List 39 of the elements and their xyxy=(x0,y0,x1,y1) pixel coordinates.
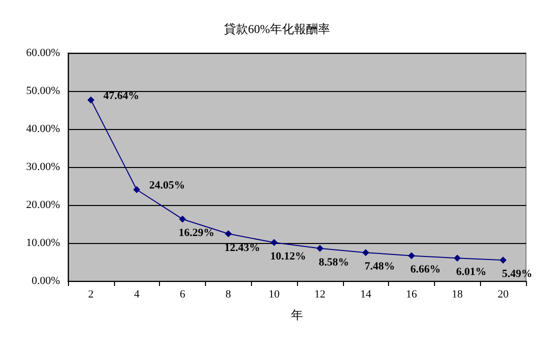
point xyxy=(500,256,507,264)
x-tick-label: 18 xyxy=(452,288,464,300)
data-label: 6.01% xyxy=(456,266,486,278)
data-label: 47.64% xyxy=(103,90,140,102)
y-tick-label: 40.00% xyxy=(26,123,60,135)
point xyxy=(87,96,94,104)
x-tick-label: 4 xyxy=(134,288,140,300)
data-label: 6.66% xyxy=(410,264,441,276)
x-tick-label: 12 xyxy=(314,288,326,300)
y-tick-label: 0.00% xyxy=(32,275,60,287)
x-axis-title: 年 xyxy=(291,308,303,322)
x-tick-label: 20 xyxy=(498,288,510,300)
x-tick-label: 16 xyxy=(406,288,418,300)
x-tick-label: 10 xyxy=(268,288,280,300)
point xyxy=(133,186,140,194)
x-tick-label: 6 xyxy=(180,288,186,300)
point xyxy=(270,239,278,246)
data-label: 16.29% xyxy=(178,227,214,240)
data-label: 8.58% xyxy=(318,256,350,268)
data-label: 24.05% xyxy=(149,180,185,192)
point xyxy=(408,252,415,260)
point xyxy=(316,244,324,252)
data-label: 12.43% xyxy=(224,242,260,254)
y-tick-label: 10.00% xyxy=(26,237,60,249)
point xyxy=(362,249,370,256)
y-tick-label: 20.00% xyxy=(26,199,60,211)
y-tick-label: 50.00% xyxy=(26,85,60,97)
chart-title: 貸款60%年化報酬率 xyxy=(224,22,330,36)
point xyxy=(454,254,461,262)
point xyxy=(224,230,232,238)
data-label: 7.48% xyxy=(364,260,395,273)
point xyxy=(179,216,186,223)
x-tick-label: 8 xyxy=(226,288,232,300)
data-label: 10.12% xyxy=(270,250,306,263)
y-tick-label: 30.00% xyxy=(26,161,60,173)
y-tick-label: 60.00% xyxy=(26,47,60,59)
x-tick-label: 2 xyxy=(88,288,94,300)
x-tick-label: 14 xyxy=(360,288,372,300)
data-label: 5.49% xyxy=(502,268,532,280)
